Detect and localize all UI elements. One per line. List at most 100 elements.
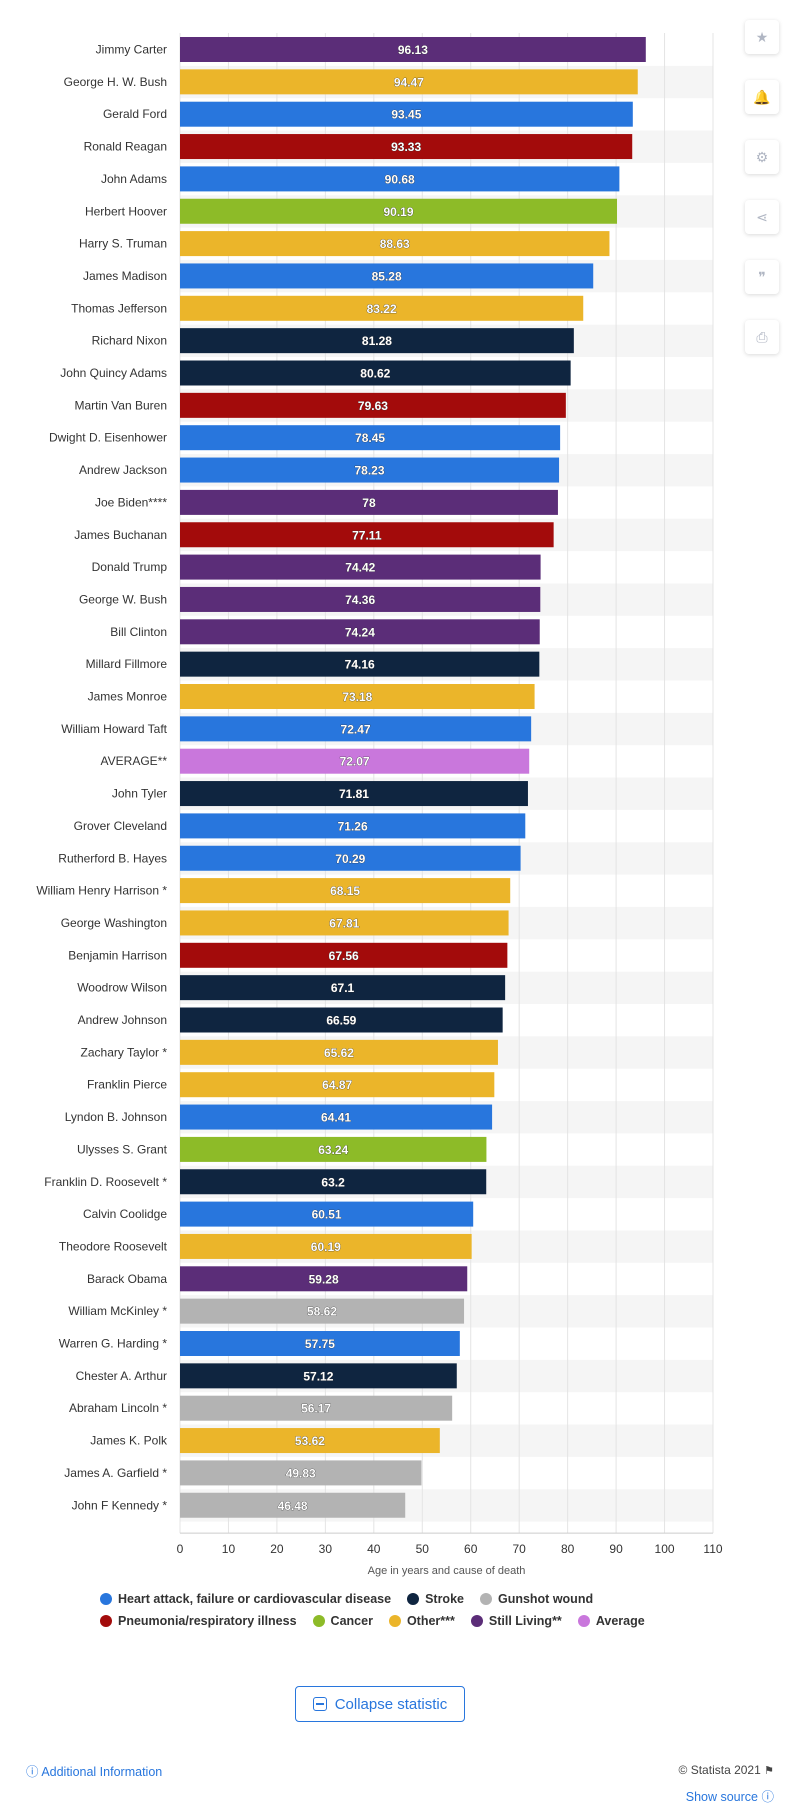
- legend-label: Cancer: [330, 1614, 373, 1628]
- bar: [180, 489, 558, 515]
- category-label: Woodrow Wilson: [77, 981, 167, 995]
- category-label: Herbert Hoover: [85, 204, 167, 218]
- category-label: James A. Garfield *: [64, 1466, 167, 1480]
- x-tick-label: 0: [177, 1542, 184, 1556]
- legend-label: Heart attack, failure or cardiovascular …: [118, 1592, 392, 1606]
- legend-item-pneumonia[interactable]: Pneumonia/respiratory illness: [100, 1614, 297, 1628]
- category-label: Theodore Roosevelt: [59, 1239, 168, 1253]
- x-tick-label: 10: [222, 1542, 236, 1556]
- bar: [180, 619, 540, 645]
- show-source-link[interactable]: Show source ⓘ: [686, 1786, 774, 1805]
- data-label: 78.23: [355, 464, 385, 478]
- legend-item-average[interactable]: Average: [577, 1614, 645, 1628]
- data-label: 96.13: [398, 43, 428, 57]
- additional-information-link[interactable]: ⓘ Additional Information: [26, 1761, 162, 1780]
- bar: [180, 1395, 453, 1421]
- category-label: Millard Fillmore: [86, 657, 168, 671]
- x-tick-label: 40: [367, 1542, 381, 1556]
- x-axis-title: Age in years and cause of death: [368, 1565, 526, 1577]
- category-label: John F Kennedy *: [72, 1498, 168, 1512]
- category-label: Ulysses S. Grant: [77, 1142, 168, 1156]
- category-label: Ronald Reagan: [84, 140, 167, 154]
- flag-icon: ⚑: [764, 1765, 774, 1777]
- bar: [180, 1201, 474, 1227]
- side-toolbar: ★ 🔔 ⚙ ⋖ ❞ ⎙: [745, 20, 779, 380]
- bar: [180, 651, 540, 677]
- category-label: James Monroe: [88, 690, 168, 704]
- category-label: Martin Van Buren: [75, 398, 168, 412]
- bar: [180, 781, 528, 807]
- bar: [180, 942, 508, 968]
- legend-label: Average: [595, 1614, 645, 1628]
- bar: [180, 684, 535, 709]
- bar: [180, 1331, 460, 1356]
- legend-item-stroke[interactable]: Stroke: [407, 1592, 464, 1606]
- bell-icon[interactable]: 🔔: [745, 80, 779, 114]
- share-icon[interactable]: ⋖: [745, 200, 779, 234]
- bar: [180, 586, 541, 612]
- data-label: 63.2: [321, 1175, 345, 1189]
- x-tick-label: 60: [464, 1542, 478, 1556]
- data-label: 56.17: [301, 1402, 331, 1416]
- category-label: Chester A. Arthur: [76, 1369, 167, 1383]
- category-label: Zachary Taylor *: [81, 1045, 168, 1059]
- data-label: 90.19: [383, 205, 413, 219]
- bar: [180, 198, 618, 224]
- star-icon[interactable]: ★: [745, 20, 779, 54]
- category-label: Barack Obama: [87, 1272, 167, 1286]
- bar: [180, 69, 638, 95]
- data-label: 46.48: [278, 1499, 308, 1513]
- bar: [180, 37, 646, 62]
- bar: [180, 1428, 440, 1454]
- category-label: AVERAGE**: [101, 754, 168, 768]
- legend-label: Pneumonia/respiratory illness: [118, 1614, 297, 1628]
- data-label: 90.68: [385, 172, 415, 186]
- data-label: 78.45: [355, 431, 385, 445]
- legend-item-gunshot[interactable]: Gunshot wound: [479, 1592, 593, 1606]
- collapse-statistic-button[interactable]: Collapse statistic: [295, 1686, 465, 1722]
- data-label: 57.75: [305, 1337, 335, 1351]
- category-label: James K. Polk: [90, 1434, 168, 1448]
- data-label: 65.62: [324, 1046, 354, 1060]
- legend-item-cancer[interactable]: Cancer: [312, 1614, 373, 1628]
- category-label: Gerald Ford: [103, 107, 167, 121]
- bar: [180, 295, 584, 321]
- credit-text: © Statista 2021: [678, 1763, 761, 1777]
- bar: [180, 263, 594, 289]
- print-icon[interactable]: ⎙: [745, 320, 779, 354]
- category-label: George W. Bush: [79, 592, 167, 606]
- legend-item-other[interactable]: Other***: [388, 1614, 455, 1628]
- data-label: 58.62: [307, 1305, 337, 1319]
- category-label: Thomas Jefferson: [71, 301, 167, 315]
- data-label: 67.1: [331, 981, 355, 995]
- quote-icon[interactable]: ❞: [745, 260, 779, 294]
- legend-item-heart[interactable]: Heart attack, failure or cardiovascular …: [100, 1592, 391, 1606]
- category-label: Dwight D. Eisenhower: [49, 431, 167, 445]
- x-tick-label: 20: [270, 1542, 284, 1556]
- category-label: Warren G. Harding *: [59, 1337, 168, 1351]
- legend-item-living[interactable]: Still Living**: [470, 1614, 562, 1628]
- data-label: 63.24: [318, 1143, 348, 1157]
- bar: [180, 457, 560, 483]
- data-label: 64.87: [322, 1078, 352, 1092]
- data-label: 72.07: [340, 755, 370, 769]
- bar: [180, 166, 620, 192]
- category-label: William Howard Taft: [61, 722, 167, 736]
- bar: [180, 1007, 503, 1033]
- bar: [180, 101, 633, 127]
- bar: [180, 360, 571, 386]
- bar: [180, 134, 633, 160]
- data-label: 71.26: [338, 819, 368, 833]
- bar: [180, 1266, 468, 1292]
- category-label: John Tyler: [112, 787, 167, 801]
- category-label: Richard Nixon: [92, 334, 167, 348]
- category-label: Joe Biden****: [95, 495, 167, 509]
- bar: [180, 975, 506, 1001]
- data-label: 88.63: [380, 237, 410, 251]
- bar: [180, 231, 610, 257]
- gear-icon[interactable]: ⚙: [745, 140, 779, 174]
- category-label: Rutherford B. Hayes: [58, 851, 167, 865]
- data-label: 71.81: [339, 787, 369, 801]
- bar: [180, 392, 566, 418]
- category-label: William Henry Harrison *: [36, 884, 167, 898]
